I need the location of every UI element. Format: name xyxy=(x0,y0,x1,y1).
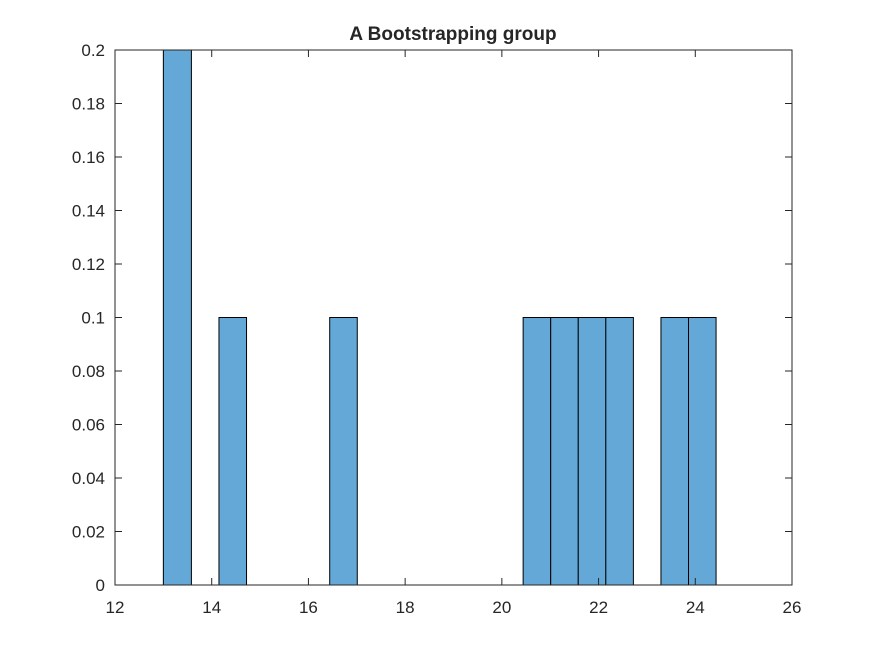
y-tick-label: 0.1 xyxy=(81,309,105,328)
histogram-bar-3 xyxy=(329,317,358,586)
y-tick-label: 0.02 xyxy=(72,523,105,542)
histogram-bar-5 xyxy=(550,317,579,586)
y-tick-label: 0.18 xyxy=(72,95,105,114)
histogram-bar-9 xyxy=(688,317,717,586)
x-tick-label: 20 xyxy=(492,598,511,617)
y-tick-label: 0.14 xyxy=(72,202,105,221)
chart-title: A Bootstrapping group xyxy=(349,24,556,45)
x-tick-label: 24 xyxy=(686,598,705,617)
x-tick-label: 12 xyxy=(106,598,125,617)
x-tick-label: 14 xyxy=(202,598,221,617)
y-tick-label: 0.2 xyxy=(81,41,105,60)
x-tick-label: 18 xyxy=(396,598,415,617)
y-tick-label: 0.16 xyxy=(72,148,105,167)
histogram-bar-2 xyxy=(218,317,248,586)
y-tick-label: 0.12 xyxy=(72,255,105,274)
y-tick-label: 0 xyxy=(96,576,105,595)
histogram-bar-8 xyxy=(660,317,690,586)
x-tick-label: 22 xyxy=(589,598,608,617)
histogram-bar-7 xyxy=(605,317,634,586)
y-tick-label: 0.08 xyxy=(72,362,105,381)
bars-layer xyxy=(162,49,717,586)
y-tick-label: 0.06 xyxy=(72,416,105,435)
x-tick-label: 26 xyxy=(783,598,802,617)
histogram-bar-6 xyxy=(577,317,607,586)
histogram-bar-1 xyxy=(162,49,192,586)
axes-layer: 12 14 16 18 20 22 24 26 0 0.02 0.04 0.06 0.08 0.1 0.12… xyxy=(72,41,802,617)
y-tick-label: 0.04 xyxy=(72,469,105,488)
histogram-bar-4 xyxy=(522,317,552,586)
x-tick-label: 16 xyxy=(299,598,318,617)
